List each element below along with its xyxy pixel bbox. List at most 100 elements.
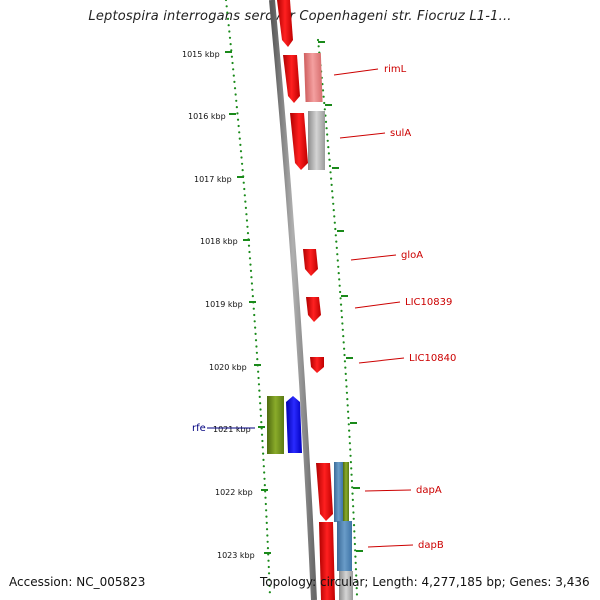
- tick-marks-right: [318, 41, 363, 552]
- tick-dot: [253, 320, 256, 323]
- tick-dot: [248, 257, 252, 260]
- tick-dot: [251, 295, 254, 298]
- gene-block: [339, 571, 353, 600]
- tick-dot: [244, 206, 247, 209]
- tick-dot: [355, 593, 359, 596]
- tick-dot: [324, 120, 328, 123]
- tick-dot: [348, 435, 351, 438]
- tick-dot: [344, 372, 347, 375]
- tick-dot: [328, 164, 332, 168]
- gene-label-rfe: rfe: [192, 423, 206, 434]
- tick-dot: [259, 402, 262, 405]
- tick-labels: 1015 kbp 1016 kbp 1017 kbp 1018 kbp 1019…: [182, 50, 271, 560]
- tick-label-1023: 1023 kbp: [217, 551, 255, 560]
- tick-dot: [243, 194, 246, 197]
- tick-dot: [353, 542, 356, 546]
- tick-dot: [251, 288, 254, 291]
- tick-dot: [327, 146, 330, 149]
- tick-dot: [233, 87, 237, 90]
- tick-dot: [328, 158, 331, 161]
- tick-label-1019: 1019 kbp: [205, 300, 243, 309]
- tick-dot: [254, 339, 258, 342]
- tick-dot: [246, 232, 250, 235]
- tick-dot: [342, 335, 345, 338]
- gene-arrow: [319, 522, 335, 600]
- gene-label-rimL: rimL: [384, 64, 407, 75]
- tick-dot: [239, 150, 243, 153]
- tick-dot: [263, 471, 266, 474]
- tick-dot: [340, 316, 344, 319]
- tick-dot: [321, 89, 325, 92]
- tick-label-1020: 1020 kbp: [209, 363, 247, 372]
- gene-arrow: [310, 357, 324, 373]
- gene-label-LIC10839: LIC10839: [405, 297, 452, 308]
- tick-dot: [354, 568, 358, 571]
- tick-dot: [246, 225, 249, 228]
- tick-label-1021: 1021 kbp: [213, 425, 251, 434]
- tick-dot: [347, 416, 350, 420]
- tick-dot: [348, 429, 351, 432]
- tick-dot: [352, 511, 355, 514]
- gene-arrow: [290, 113, 308, 170]
- tick-dot: [329, 171, 332, 174]
- tick-dot: [351, 492, 354, 495]
- tick-dot: [326, 133, 329, 136]
- tick-dot: [230, 55, 234, 58]
- backbone-strand: [269, 0, 317, 600]
- tick-dot: [331, 196, 334, 199]
- gene-features: [267, 0, 353, 600]
- tick-dot: [263, 477, 266, 480]
- tick-dot: [256, 358, 259, 361]
- tick-dot: [354, 561, 357, 565]
- tick-dot: [341, 328, 344, 331]
- tick-dot: [329, 177, 333, 180]
- tick-dot: [254, 326, 257, 329]
- tick-dot: [326, 139, 329, 142]
- gene-arrow: [277, 0, 293, 47]
- tick-dot: [345, 385, 348, 388]
- tick-dot: [265, 528, 269, 531]
- tick-dot: [238, 131, 241, 134]
- tick-dot: [235, 99, 238, 102]
- tick-dot: [262, 458, 265, 461]
- tick-label-1017: 1017 kbp: [194, 175, 232, 184]
- tick-dot: [259, 408, 262, 411]
- tick-dot: [240, 162, 244, 165]
- gene-arrow: [283, 55, 300, 103]
- accession-label: Accession: NC_005823: [9, 575, 146, 589]
- gene-block: [308, 111, 325, 170]
- tick-dot: [352, 517, 355, 520]
- tick-dot: [351, 498, 354, 501]
- leader-line: [367, 544, 414, 548]
- tick-dot: [257, 376, 260, 380]
- tick-label-1018: 1018 kbp: [200, 237, 238, 246]
- tick-dot: [331, 190, 334, 193]
- tick-dot: [333, 215, 336, 218]
- tick-dot: [325, 127, 328, 130]
- tick-dot: [264, 502, 267, 506]
- tick-dot: [334, 227, 337, 231]
- gene-arrow: [286, 396, 302, 453]
- tick-dot: [268, 578, 271, 581]
- tick-dot: [336, 259, 339, 262]
- tick-label-1016: 1016 kbp: [188, 112, 226, 121]
- leader-line: [339, 132, 386, 139]
- tick-dot: [349, 461, 352, 464]
- gene-block: [303, 53, 323, 102]
- tick-dot: [265, 509, 268, 512]
- tick-dot: [261, 446, 264, 449]
- tick-dot: [250, 282, 254, 285]
- tick-dot: [267, 565, 270, 569]
- tick-dot: [229, 43, 232, 46]
- tick-dot: [348, 442, 351, 445]
- tick-dot: [323, 108, 326, 111]
- tick-dot: [354, 555, 357, 558]
- tick-dot: [233, 80, 236, 83]
- tick-dot: [267, 559, 270, 562]
- tick-dot: [355, 574, 358, 577]
- tick-dot: [224, 0, 228, 2]
- tick-dot: [232, 74, 235, 77]
- tick-dot: [260, 433, 264, 436]
- tick-dot: [268, 591, 271, 594]
